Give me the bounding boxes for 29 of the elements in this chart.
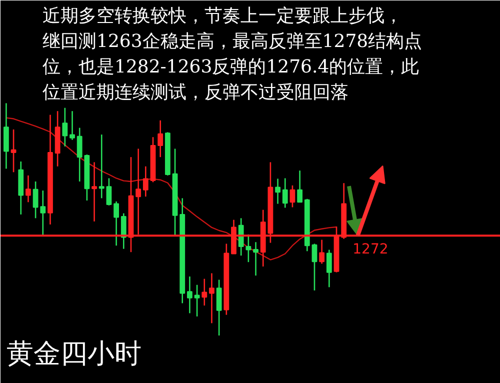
candlestick — [326, 249, 332, 288]
candlestick — [202, 278, 208, 306]
candlestick — [282, 178, 288, 208]
text: 黄金四小时 — [6, 338, 142, 370]
candlestick — [312, 243, 318, 292]
candlestick — [246, 234, 252, 263]
candlestick — [238, 218, 244, 256]
candlestick — [62, 107, 68, 148]
candlestick — [194, 284, 200, 318]
candlestick — [120, 212, 126, 250]
candlestick — [209, 272, 214, 324]
candlestick — [106, 178, 112, 206]
candlestick — [297, 170, 302, 203]
candlestick — [98, 134, 104, 199]
candlestick — [319, 239, 325, 264]
candlestick — [187, 276, 192, 314]
candlestick — [290, 184, 296, 208]
candlestick — [114, 200, 119, 246]
chart-title: 近期多空转换较快，节奏上一定要跟上步伐，继回测1263企稳走高，最高反弹至1278结构点位，也是1282-1263反弹的1276.4的位置，此位置近期连续测试，反弹不过受阻回落 — [42, 6, 422, 103]
candlestick — [158, 120, 164, 158]
candlestick — [275, 178, 280, 204]
annotation: 1272 — [352, 242, 388, 258]
candlestick — [216, 279, 222, 336]
candlestick — [10, 128, 16, 173]
candlestick — [253, 241, 258, 276]
candlestick — [26, 174, 31, 203]
candlestick — [142, 166, 148, 198]
candlestick — [70, 110, 75, 141]
candlestick — [92, 162, 97, 222]
